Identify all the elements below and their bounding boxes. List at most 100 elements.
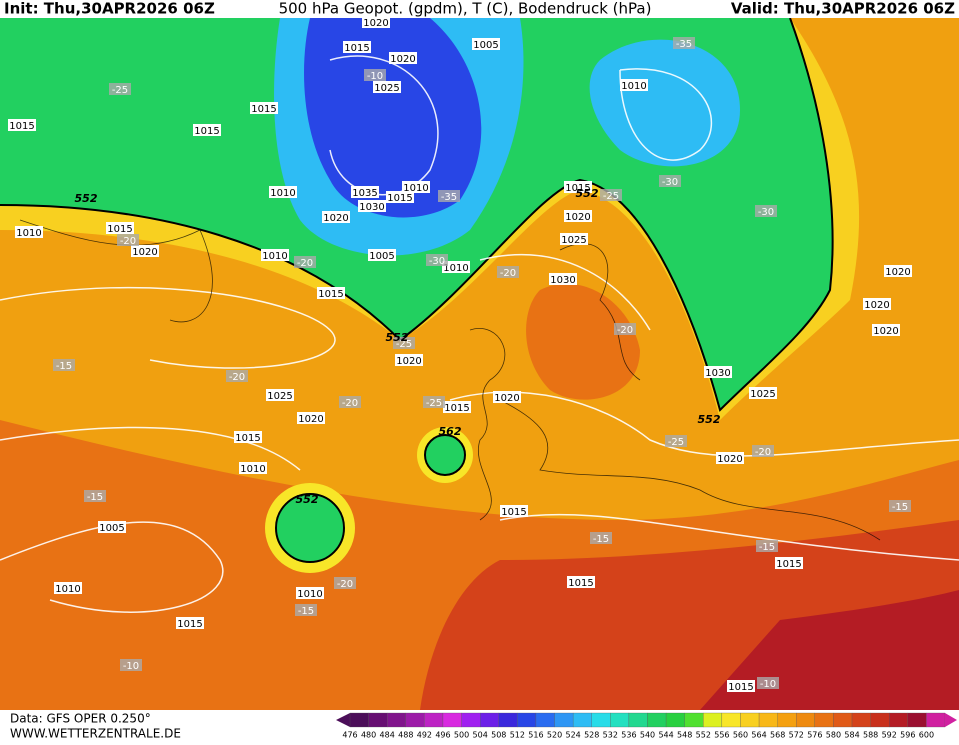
colorbar-swatch bbox=[721, 712, 741, 728]
geopotential-label: 562 bbox=[439, 425, 462, 438]
isobar-label: 1030 bbox=[705, 368, 730, 379]
isobar-label-box bbox=[368, 249, 396, 261]
colorbar-arrow-left bbox=[336, 713, 350, 727]
temperature-label-box bbox=[752, 445, 774, 457]
temperature-label-box bbox=[756, 540, 778, 552]
isobar-label-box bbox=[443, 401, 471, 413]
isobar-label: 1015 bbox=[776, 559, 801, 570]
isobar-label-box bbox=[395, 354, 423, 366]
isobar-label: 1030 bbox=[359, 202, 384, 213]
colorbar-label: 476 bbox=[342, 731, 357, 740]
colorbar-label: 544 bbox=[658, 731, 673, 740]
colorbar-swatch bbox=[926, 712, 946, 728]
isobar-label: 1015 bbox=[318, 289, 343, 300]
isobar-label-box bbox=[15, 226, 43, 238]
colorbar-swatch bbox=[610, 712, 630, 728]
colorbar-label: 496 bbox=[435, 731, 450, 740]
isobar-label: 1030 bbox=[550, 275, 575, 286]
colorbar-swatch bbox=[535, 712, 555, 728]
colorbar-swatch bbox=[647, 712, 667, 728]
temperature-label: -15 bbox=[593, 534, 609, 545]
temperature-label: -20 bbox=[342, 398, 358, 409]
colorbar-label: 600 bbox=[919, 731, 934, 740]
colorbar-label: 576 bbox=[807, 731, 822, 740]
colorbar-swatch bbox=[851, 712, 871, 728]
temperature-label-box bbox=[120, 659, 142, 671]
isobar-label-box bbox=[322, 211, 350, 223]
temperature-label-box bbox=[117, 234, 139, 246]
isobar-label: 1020 bbox=[864, 300, 889, 311]
isobar-label: 1010 bbox=[16, 228, 41, 239]
map-labels: 1020101510201005101010251015101510151010… bbox=[8, 16, 912, 693]
temperature-label: -10 bbox=[123, 661, 139, 672]
isobar-label-box bbox=[500, 505, 528, 517]
temperature-label: -20 bbox=[337, 579, 353, 590]
temperature-label-box bbox=[364, 69, 386, 81]
colorbar-swatch bbox=[796, 712, 815, 728]
colorbar-label: 568 bbox=[770, 731, 785, 740]
isobar-label: 1015 bbox=[501, 507, 526, 518]
temperature-label: -30 bbox=[662, 177, 678, 188]
colorbar-arrow-right bbox=[945, 713, 957, 727]
temperature-label: -25 bbox=[112, 85, 128, 96]
colorbar: 476 480 484 488 492 496 500 504 508 512 516 520 524 5… bbox=[336, 712, 957, 740]
isobar-label: 1005 bbox=[473, 40, 498, 51]
isobar-label-box bbox=[193, 124, 221, 136]
colorbar-swatch bbox=[665, 712, 685, 728]
colorbar-label: 584 bbox=[844, 731, 859, 740]
temperature-label: -35 bbox=[676, 39, 692, 50]
isobar-label: 1015 bbox=[194, 126, 219, 137]
isobar-label-box bbox=[343, 41, 371, 53]
valid-time: Valid: Thu,30APR2026 06Z bbox=[731, 0, 955, 18]
isobar-label: 1010 bbox=[621, 81, 646, 92]
isobar-label-box bbox=[775, 557, 803, 569]
colorbar-swatch bbox=[777, 712, 797, 728]
isobar-label: 1010 bbox=[297, 589, 322, 600]
temperature-label-box bbox=[226, 370, 248, 382]
isobar-label: 1020 bbox=[132, 247, 157, 258]
isobar-label-box bbox=[317, 287, 345, 299]
temperature-label-box bbox=[590, 532, 612, 544]
isobar-label: 1010 bbox=[403, 183, 428, 194]
temperature-label: -15 bbox=[759, 542, 775, 553]
temperature-label-box bbox=[673, 37, 695, 49]
isobar-label-box bbox=[704, 366, 732, 378]
temperature-label: -20 bbox=[297, 258, 313, 269]
isobar-label: 1015 bbox=[387, 193, 412, 204]
colorbar-label: 492 bbox=[417, 731, 432, 740]
isobar-label: 1015 bbox=[565, 183, 590, 194]
isobar-label: 1025 bbox=[561, 235, 586, 246]
colorbar-label: 560 bbox=[733, 731, 748, 740]
isobar-label: 1015 bbox=[444, 403, 469, 414]
temperature-label: -20 bbox=[755, 447, 771, 458]
temperature-label: -20 bbox=[229, 372, 245, 383]
temperature-label-box bbox=[665, 435, 687, 447]
isobar-label-box bbox=[560, 233, 588, 245]
isobar-label-box bbox=[442, 261, 470, 273]
colorbar-label: 592 bbox=[882, 731, 897, 740]
colorbar-label: 508 bbox=[491, 731, 506, 740]
colorbar-swatch bbox=[833, 712, 853, 728]
colorbar-swatch bbox=[424, 712, 444, 728]
geopotential-label: 552 bbox=[698, 413, 721, 426]
colorbar-label: 556 bbox=[714, 731, 729, 740]
colorbar-swatch bbox=[517, 712, 537, 728]
colorbar-swatch bbox=[461, 712, 481, 728]
temperature-label: -10 bbox=[367, 71, 383, 82]
temperature-label-box bbox=[600, 189, 622, 201]
isobar-label-box bbox=[261, 249, 289, 261]
isobar-label: 1020 bbox=[298, 414, 323, 425]
isobar-label: 1015 bbox=[107, 224, 132, 235]
colorbar-label: 488 bbox=[398, 731, 413, 740]
temperature-label: -15 bbox=[892, 502, 908, 513]
isobar-label: 1020 bbox=[885, 267, 910, 278]
colorbar-label: 480 bbox=[361, 731, 376, 740]
colorbar-swatch bbox=[554, 712, 574, 728]
colorbar-label: 580 bbox=[826, 731, 841, 740]
temperature-label-box bbox=[109, 83, 131, 95]
colorbar-swatch bbox=[442, 712, 462, 728]
isobar-label: 1010 bbox=[262, 251, 287, 262]
isobar-label-box bbox=[250, 102, 278, 114]
isobar-label-box bbox=[863, 298, 891, 310]
isobar-label: 1020 bbox=[363, 18, 388, 29]
